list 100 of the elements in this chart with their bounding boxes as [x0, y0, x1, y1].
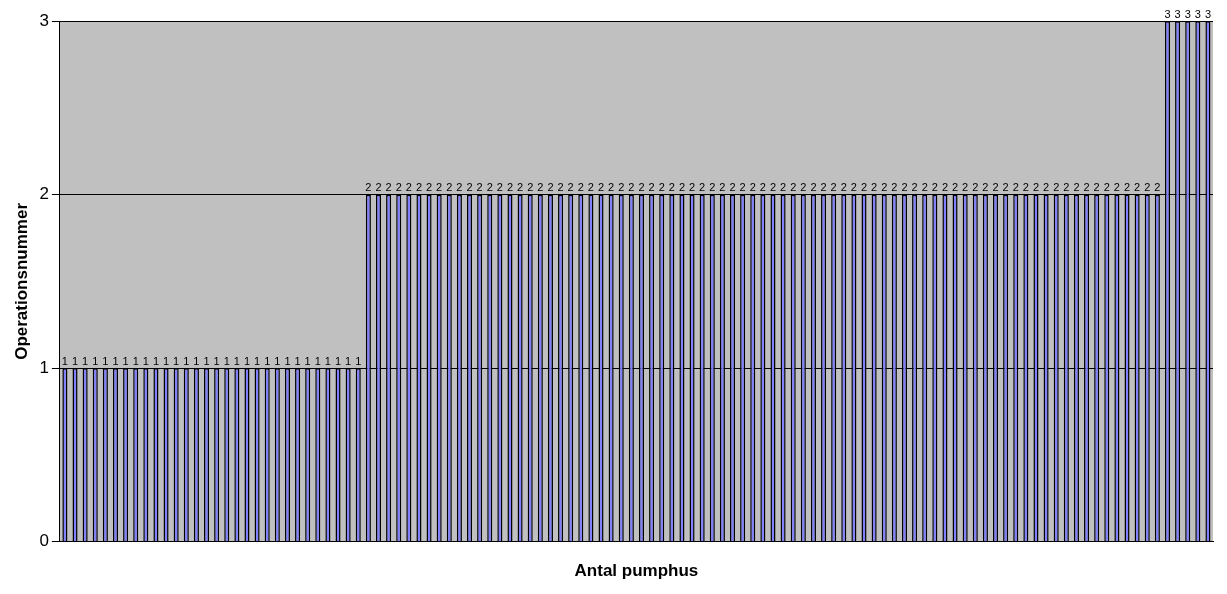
data-label: 2: [668, 181, 675, 194]
data-label: 1: [112, 354, 119, 367]
data-label: 2: [729, 181, 736, 194]
data-label: 2: [577, 181, 584, 194]
data-label: 2: [557, 181, 564, 194]
data-label: 2: [972, 181, 979, 194]
data-label: 1: [304, 354, 311, 367]
data-label: 2: [1022, 181, 1029, 194]
data-label: 2: [911, 181, 918, 194]
data-label: 1: [223, 354, 230, 367]
data-label: 2: [1083, 181, 1090, 194]
data-label: 2: [1002, 181, 1009, 194]
data-label: 2: [840, 181, 847, 194]
data-label: 1: [324, 354, 331, 367]
data-label: 2: [982, 181, 989, 194]
data-label: 2: [739, 181, 746, 194]
data-label: 3: [1164, 7, 1171, 20]
data-label: 2: [385, 181, 392, 194]
data-label: 2: [597, 181, 605, 194]
data-label: 2: [466, 181, 473, 194]
data-label: 1: [102, 354, 109, 367]
data-label: 2: [506, 181, 514, 194]
data-label: 2: [820, 181, 827, 194]
data-label: 3: [1204, 7, 1211, 20]
data-label: 2: [689, 181, 696, 194]
data-label: 2: [537, 181, 544, 194]
data-label: 2: [415, 181, 423, 194]
data-label: 2: [587, 181, 594, 194]
data-label: 2: [1134, 181, 1141, 194]
x-axis-title: Antal pumphus: [574, 561, 699, 581]
data-label: 2: [638, 181, 645, 194]
data-label: 1: [193, 354, 200, 367]
data-label: 2: [780, 181, 787, 194]
data-label: 2: [699, 181, 706, 194]
data-label: 1: [264, 354, 271, 367]
data-label: 2: [446, 181, 453, 194]
data-label: 2: [486, 181, 493, 194]
y-tick-label: 2: [39, 184, 49, 204]
data-label: 1: [203, 354, 210, 367]
data-label: 2: [871, 181, 878, 194]
data-label: 2: [618, 181, 625, 194]
data-label: 2: [375, 181, 382, 194]
data-label: 1: [233, 354, 240, 367]
data-label: 1: [82, 354, 89, 367]
data-label: 2: [456, 181, 463, 194]
data-label: 1: [355, 354, 362, 367]
y-tick-label: 0: [39, 531, 49, 551]
data-label: 2: [921, 181, 928, 194]
data-label: 1: [254, 354, 261, 367]
data-label: 1: [71, 354, 79, 367]
data-label: 2: [678, 181, 686, 194]
data-label: 2: [850, 181, 857, 194]
data-label: 2: [931, 181, 938, 194]
data-label: 2: [830, 181, 837, 194]
data-label: 2: [527, 181, 534, 194]
data-label: 2: [1073, 181, 1080, 194]
data-label: 2: [952, 181, 959, 194]
data-label: 1: [92, 354, 99, 367]
data-label: 2: [476, 181, 483, 194]
data-label: 1: [213, 354, 220, 367]
data-label: 2: [1093, 181, 1100, 194]
data-label: 2: [759, 181, 766, 194]
data-label: 2: [1144, 181, 1151, 194]
data-label: 2: [1063, 181, 1070, 194]
data-label: 1: [284, 354, 291, 367]
data-label: 2: [769, 181, 777, 194]
data-label: 1: [243, 354, 251, 367]
data-label: 2: [1103, 181, 1110, 194]
data-label: 2: [395, 181, 402, 194]
data-label: 2: [405, 181, 412, 194]
data-label: 1: [183, 354, 190, 367]
data-label: 3: [1174, 7, 1181, 20]
data-label: 2: [517, 181, 524, 194]
data-label: 1: [173, 354, 180, 367]
data-label: 2: [436, 181, 443, 194]
y-axis-title: Operationsnummer: [11, 202, 31, 360]
data-label: 3: [1194, 7, 1201, 20]
data-label: 2: [719, 181, 726, 194]
data-label: 3: [1184, 7, 1191, 20]
data-label: 1: [345, 354, 352, 367]
data-label: 1: [274, 354, 281, 367]
data-label: 2: [790, 181, 797, 194]
y-tick-label: 3: [39, 10, 49, 30]
data-label: 2: [800, 181, 807, 194]
data-label: 2: [901, 181, 908, 194]
data-label: 2: [608, 181, 615, 194]
data-label: 2: [426, 181, 433, 194]
data-label: 2: [992, 181, 999, 194]
data-label: 1: [334, 354, 342, 367]
data-label: 2: [648, 181, 655, 194]
data-label: 2: [962, 181, 969, 194]
data-label: 2: [1012, 181, 1019, 194]
data-label: 1: [152, 354, 160, 367]
data-label: 2: [567, 181, 574, 194]
data-label: 1: [163, 354, 170, 367]
data-label: 2: [1032, 181, 1040, 194]
data-label: 1: [122, 354, 129, 367]
data-label: 2: [1053, 181, 1060, 194]
data-label: 2: [709, 181, 716, 194]
data-label: 1: [314, 354, 321, 367]
